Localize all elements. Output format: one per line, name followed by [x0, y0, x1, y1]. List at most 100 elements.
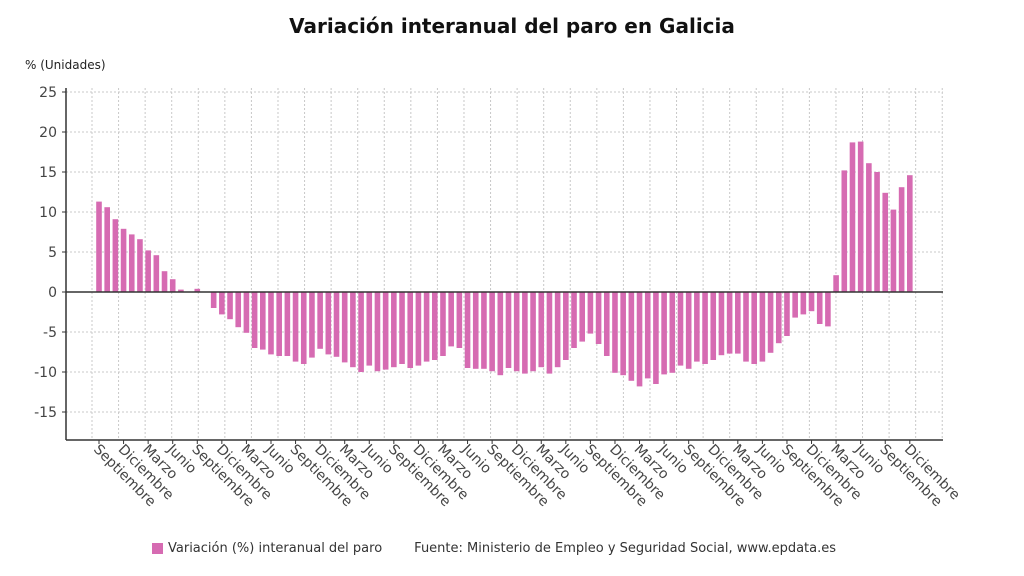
- bar: [833, 275, 839, 292]
- bar: [808, 292, 815, 312]
- bar: [464, 292, 471, 368]
- y-tick-label: 0: [48, 285, 57, 301]
- bar: [137, 239, 143, 292]
- bar: [472, 292, 479, 369]
- bar: [841, 170, 848, 292]
- bar: [522, 292, 528, 374]
- bar: [669, 292, 676, 373]
- bar: [374, 292, 381, 372]
- bar: [325, 292, 332, 355]
- bar: [431, 292, 438, 360]
- bar: [210, 292, 217, 308]
- y-tick-label: -15: [34, 405, 57, 421]
- y-tick-label: -5: [43, 325, 57, 341]
- bar: [194, 288, 201, 292]
- bar: [112, 219, 119, 292]
- bar: [235, 292, 242, 328]
- bar: [128, 234, 135, 292]
- bar: [849, 142, 856, 292]
- bar: [415, 292, 422, 366]
- bar: [145, 250, 151, 292]
- bar: [718, 292, 725, 356]
- bar: [571, 292, 577, 348]
- bar: [481, 292, 487, 369]
- bar: [735, 292, 741, 354]
- bar: [816, 292, 823, 324]
- bar: [866, 163, 872, 292]
- source-note: Fuente: Ministerio de Empleo y Seguridad…: [414, 541, 837, 556]
- bar: [391, 292, 397, 368]
- bar: [546, 292, 553, 374]
- bar: [857, 141, 864, 292]
- bar: [497, 292, 504, 376]
- bar: [751, 292, 757, 364]
- bar: [227, 292, 233, 320]
- bar: [489, 292, 495, 372]
- bar: [563, 292, 569, 360]
- chart-title: Variación interanual del paro en Galicia: [289, 14, 735, 38]
- bar: [382, 292, 389, 370]
- y-tick-label: -10: [34, 365, 57, 381]
- bar: [579, 292, 586, 342]
- bar: [341, 292, 348, 363]
- bar: [309, 292, 315, 358]
- bar: [685, 292, 692, 369]
- bar: [366, 292, 373, 366]
- bar: [300, 292, 307, 364]
- bar: [350, 292, 356, 368]
- bar: [260, 292, 266, 350]
- bar: [505, 292, 512, 368]
- bar: [333, 292, 340, 357]
- bar: [161, 271, 168, 292]
- legend-swatch: [152, 543, 163, 554]
- bar: [317, 292, 323, 349]
- bar: [907, 175, 913, 292]
- bar: [554, 292, 561, 368]
- bar: [358, 292, 364, 372]
- bar: [268, 292, 274, 355]
- bar: [423, 292, 430, 362]
- bar: [784, 292, 790, 336]
- bar: [513, 292, 520, 372]
- bar: [661, 292, 667, 375]
- bar: [636, 292, 643, 387]
- bar: [587, 292, 594, 334]
- bar: [628, 292, 635, 381]
- bar: [120, 228, 127, 292]
- bar: [612, 292, 618, 373]
- bar: [792, 292, 798, 318]
- bar: [743, 292, 749, 362]
- bar: [825, 292, 831, 327]
- y-axis-label: % (Unidades): [25, 58, 106, 72]
- bar: [710, 292, 717, 360]
- bar: [530, 292, 536, 372]
- y-tick-label: 15: [39, 165, 57, 181]
- bar: [104, 207, 110, 292]
- bar: [677, 292, 684, 366]
- y-tick-label: 10: [39, 205, 57, 221]
- bar: [153, 255, 160, 292]
- bar: [759, 292, 766, 362]
- bar: [882, 192, 889, 292]
- bar: [96, 201, 102, 292]
- bar: [169, 279, 176, 292]
- bar: [219, 292, 225, 315]
- bar: [800, 292, 807, 315]
- bar: [284, 292, 291, 356]
- bar: [898, 187, 905, 292]
- bar: [448, 292, 454, 347]
- bar: [702, 292, 708, 364]
- bar: [603, 292, 610, 356]
- bar: [292, 292, 299, 362]
- bar: [726, 292, 733, 354]
- bar: [178, 289, 184, 292]
- bar: [407, 292, 414, 368]
- bar: [775, 292, 782, 344]
- bar: [644, 292, 651, 379]
- bar: [456, 292, 463, 348]
- bar: [620, 292, 626, 376]
- bar: [890, 209, 897, 292]
- bar: [243, 292, 250, 333]
- bar: [694, 292, 700, 362]
